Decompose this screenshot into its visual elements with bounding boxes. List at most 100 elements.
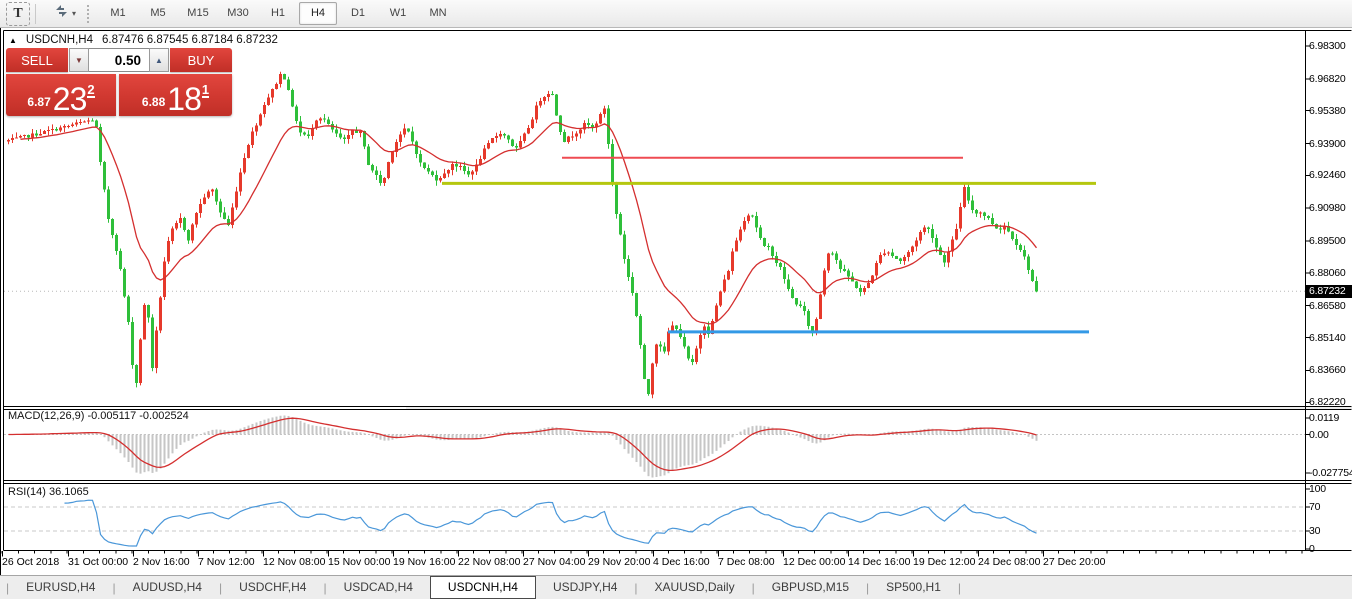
axis-tick-label: 6.89500 [1309,235,1346,247]
arrows-icon [54,4,69,23]
time-tick-label: 24 Dec 08:00 [978,556,1041,568]
axis-tick-label: 0.00 [1309,428,1329,441]
chart-ohlc-values: 6.87476 6.87545 6.87184 6.87232 [102,34,278,46]
bottom-tab-usdjpy-h4[interactable]: USDJPY,H4 [552,580,618,594]
bottom-tab-usdcad-h4[interactable]: USDCAD,H4 [343,580,413,594]
volume-decrease-button[interactable]: ▼ [69,48,89,72]
chart-symbol-label: USDCNH,H4 [25,34,94,46]
time-tick-label: 26 Oct 2018 [2,556,60,568]
axis-tick-label: 6.86580 [1309,299,1346,312]
timeframe-button-m1[interactable]: M1 [110,7,126,19]
buy-price-big: 18 [167,80,202,117]
axis-tick-label: 6.82220 [1309,396,1346,409]
tab-separator: | [112,580,116,595]
time-tick-label: 27 Dec 20:00 [1043,556,1106,568]
volume-increase-button[interactable]: ▲ [149,48,169,72]
timeframe-button-w1[interactable]: W1 [389,7,407,19]
bottom-tab-usdcnh-h4[interactable]: USDCNH,H4 [429,576,536,599]
time-tick-label: 4 Dec 16:00 [653,556,710,568]
rsi-label: RSI(14) 36.1065 [8,486,89,498]
timeframe-button-mn[interactable]: MN [429,7,447,19]
chevron-down-icon: ▾ [71,8,76,18]
arrows-tool-button[interactable]: ▾ [47,3,83,25]
bottom-tab-gbpusd-m15[interactable]: GBPUSD,M15 [771,580,850,594]
timeframe-button-d1[interactable]: D1 [350,7,366,19]
bottom-tab-audusd-h4[interactable]: AUDUSD,H4 [132,580,202,594]
macd-label: MACD(12,26,9) -0.005117 -0.002524 [8,410,189,422]
timeframe-button-m30[interactable]: M30 [227,7,249,19]
axis-tick-label: 6.96820 [1309,72,1346,85]
bottom-tab-usdchf-h4[interactable]: USDCHF,H4 [239,580,307,594]
axis-tick-label: 0.0119 [1309,411,1340,424]
tab-bar: | EURUSD,H4 | AUDUSD,H4 | USDCHF,H4 | USDCAD,H4… [0,575,1352,599]
timeframe-button-m15[interactable]: M15 [187,7,209,19]
time-tick-label: 22 Nov 08:00 [458,556,521,568]
sell-price-sup: 2 [87,82,95,98]
tab-separator: | [218,580,223,595]
bottom-tab-xauusd-daily[interactable]: XAUUSD,Daily [654,580,735,594]
timeframe-button-h4[interactable]: H4 [299,2,337,25]
rsi-axis: 100 70 30 0 [1309,0,1352,599]
time-tick-label: 19 Nov 16:00 [393,556,456,568]
axis-tick-label: 0 [1309,543,1315,555]
time-tick-label: 7 Dec 08:00 [718,556,775,568]
time-tick-label: 7 Nov 12:00 [198,556,255,568]
price-axis[interactable]: 6.98300 6.96820 6.95380 6.93900 6.92460 6.909… [1309,0,1352,599]
macd-axis: 0.0119 0.00 -0.027754 [1309,0,1352,599]
sell-price-panel[interactable]: 6.87 23 2 [6,74,116,116]
timeframe-button-h1[interactable]: H1 [270,7,286,19]
text-annotation-tool-button[interactable]: T [6,1,30,26]
buy-price-panel[interactable]: 6.88 18 1 [119,74,232,116]
tab-separator: | [6,580,10,595]
axis-tick-label: 6.88060 [1309,266,1346,279]
sell-price-big: 23 [52,80,88,117]
tab-separator: | [866,580,870,595]
axis-tick-label: 6.83660 [1309,364,1346,377]
tab-separator: | [751,580,755,595]
axis-tick-label: -0.027754 [1309,466,1352,479]
axis-tick-label: 30 [1309,525,1321,537]
time-tick-label: 31 Oct 00:00 [68,556,129,568]
axis-tick-label: 6.93900 [1309,137,1346,150]
buy-price-sup: 1 [201,82,210,98]
bottom-tab-eurusd-h4[interactable]: EURUSD,H4 [26,580,96,594]
time-tick-label: 2 Nov 16:00 [133,556,190,568]
chart-header: ▲ USDCNH,H4 6.87476 6.87545 6.87184 6.87… [9,34,278,46]
sell-price-prefix: 6.87 [27,95,51,109]
time-tick-label: 19 Dec 12:00 [913,556,976,568]
toolbar-separator [35,3,36,24]
tab-separator: | [634,580,638,595]
time-axis[interactable]: 26 Oct 2018 31 Oct 00:00 2 Nov 16:00 7 Nov … [0,552,1352,575]
caret-up-icon: ▲ [155,55,163,65]
axis-tick-label: 6.92460 [1309,169,1346,182]
timeframe-group: M1 M5 M15 M30 H1 H4 D1 W1 MN [99,2,457,25]
trade-widget: SELL ▼ ▲ BUY 6.87 23 2 6.88 18 1 [6,48,232,116]
axis-tick-label: 6.95380 [1309,104,1346,117]
current-price-tag: 6.87232 [1306,285,1352,298]
toolbar-grip[interactable] [87,4,92,23]
chart-collapse-icon[interactable]: ▲ [9,35,17,45]
tab-separator: | [957,580,961,595]
time-tick-label: 12 Dec 00:00 [783,556,846,568]
volume-input[interactable] [89,48,149,72]
time-tick-label: 14 Dec 16:00 [848,556,911,568]
caret-down-icon: ▼ [75,55,83,65]
sell-button[interactable]: SELL [6,48,68,72]
axis-tick-label: 70 [1309,501,1321,513]
axis-tick-label: 6.90980 [1309,202,1346,215]
axis-tick-label: 6.98300 [1309,40,1346,52]
time-tick-label: 15 Nov 00:00 [328,556,391,568]
toolbar: T ▾ M1 M5 M15 M30 H1 H4 D1 W1 MN [0,0,1352,28]
buy-button[interactable]: BUY [170,48,232,72]
tab-separator: | [323,580,327,595]
time-tick-label: 12 Nov 08:00 [263,556,326,568]
time-tick-label: 27 Nov 04:00 [523,556,586,568]
time-tick-label: 29 Nov 20:00 [588,556,651,568]
timeframe-button-m5[interactable]: M5 [150,7,166,19]
bottom-tab-sp500-h1[interactable]: SP500,H1 [886,580,941,594]
axis-tick-label: 100 [1309,483,1326,495]
buy-price-prefix: 6.88 [141,95,166,109]
axis-tick-label: 6.85140 [1309,331,1346,344]
